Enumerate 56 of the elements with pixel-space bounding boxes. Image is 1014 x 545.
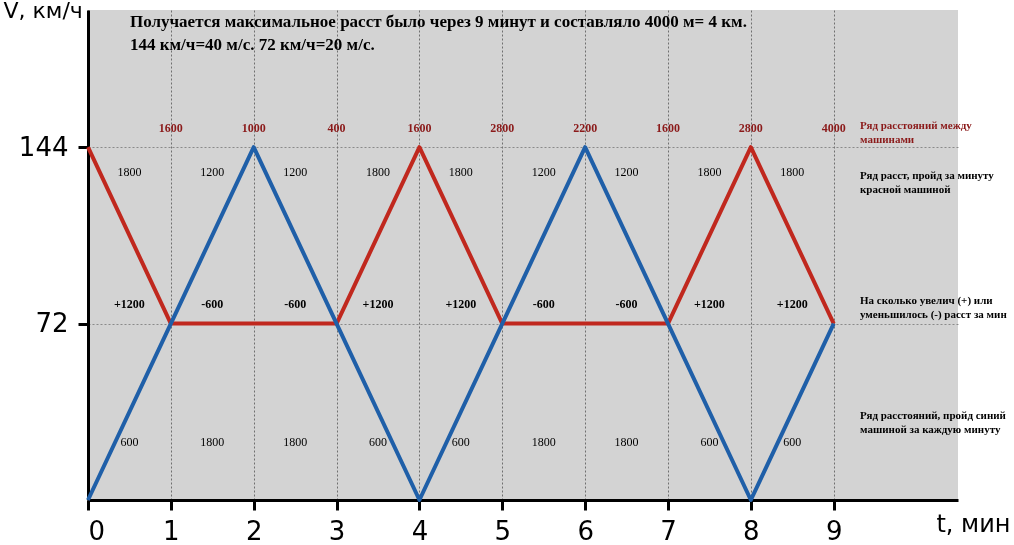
x-tick-label: 6 [577, 515, 594, 545]
annotation: 1800 [366, 165, 390, 179]
y-axis-title: V, км/ч [3, 0, 83, 23]
annotation: 1800 [200, 435, 225, 449]
x-tick-label: 3 [328, 515, 346, 545]
annotation: 600 [451, 435, 470, 449]
x-tick-label: 5 [494, 515, 512, 545]
x-tick-label: 1 [163, 515, 180, 545]
annotation: -600 [284, 297, 307, 311]
x-tick-label: 7 [660, 515, 677, 545]
annotation: -600 [615, 297, 638, 311]
annotation: Ряд расстояний между машинами [860, 119, 973, 145]
annotation: 1600 [158, 121, 183, 135]
annotation: 1800 [117, 165, 142, 179]
annotation: 1600 [656, 121, 680, 135]
annotation: Ряд расстояний, пройд синий машиной за каждую минуту [860, 409, 1007, 435]
annotation: +1200 [362, 297, 394, 311]
annotation: -600 [201, 297, 224, 311]
y-tick-label: 144 [18, 131, 69, 162]
x-tick-label: 4 [411, 515, 429, 545]
annotation: +1200 [694, 297, 725, 311]
x-axis-title: t, мин [936, 509, 1011, 538]
y-tick-label: 72 [35, 308, 69, 339]
annotation: 2800 [738, 121, 763, 135]
chart-title: Получается максимальное расст было через 9 минут и составляло 4000 м= 4 км. [130, 12, 747, 31]
annotation: 1800 [697, 165, 722, 179]
annotation: На сколько увелич (+) или уменьшилось (-) расст за мин [860, 294, 1008, 321]
annotation: Ряд расст, пройд за минуту красной машиной [860, 169, 995, 195]
annotation: 600 [700, 435, 719, 449]
annotation: 1800 [780, 165, 805, 179]
annotation: 1800 [283, 435, 308, 449]
annotation: 2200 [573, 121, 598, 135]
annotation: 600 [120, 435, 139, 449]
annotation: 1200 [283, 165, 308, 179]
x-tick-label: 8 [743, 515, 760, 545]
annotation: 1800 [614, 435, 639, 449]
annotation: 1000 [241, 121, 266, 135]
annotation: +1200 [445, 297, 477, 311]
annotation: 1200 [200, 165, 225, 179]
annotation: 4000 [821, 121, 846, 135]
text: 144 км/ч=40 м/с. 72 км/ч=20 м/с. [130, 35, 375, 54]
annotation: +1200 [114, 297, 145, 311]
annotation: 600 [783, 435, 802, 449]
annotation: 1800 [448, 165, 473, 179]
annotation: 1800 [531, 435, 556, 449]
annotation: 2800 [490, 121, 515, 135]
annotation: 600 [369, 435, 387, 449]
annotation: 1600 [407, 121, 432, 135]
annotation: +1200 [776, 297, 808, 311]
annotation: -600 [532, 297, 555, 311]
annotation: 1200 [531, 165, 556, 179]
annotation: 400 [327, 121, 346, 135]
x-tick-label: 9 [825, 515, 843, 545]
x-tick-label: 0 [88, 515, 106, 545]
x-tick-label: 2 [245, 515, 263, 545]
annotation: 1200 [614, 165, 639, 179]
